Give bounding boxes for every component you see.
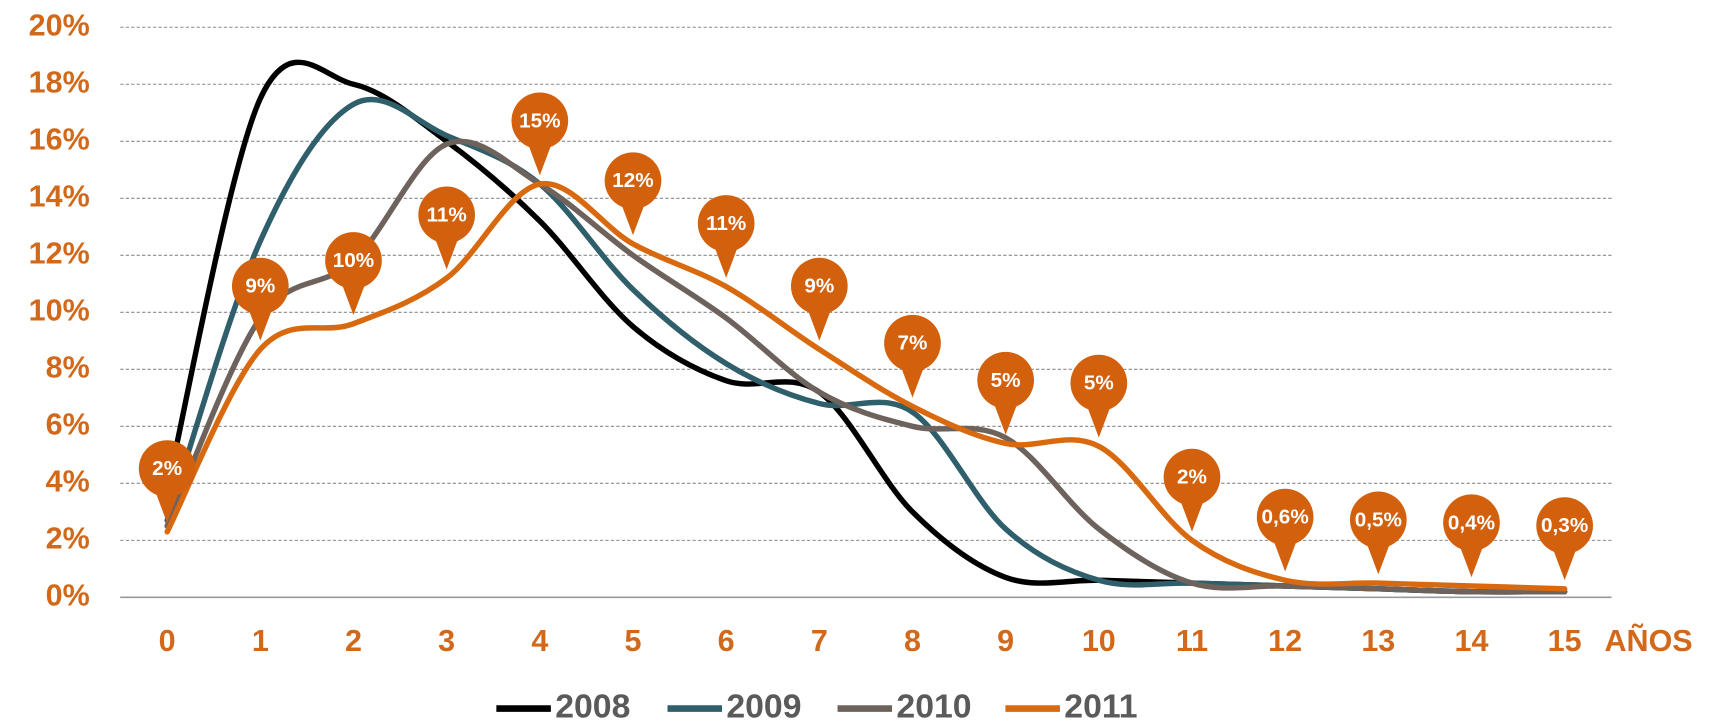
x-tick-label: 14	[1455, 624, 1489, 658]
data-label: 0,4%	[1448, 511, 1495, 534]
data-label-pin: 10%	[325, 232, 382, 315]
data-label-pin: 0,4%	[1443, 494, 1500, 578]
y-tick-label: 12%	[29, 236, 90, 270]
x-axis-label: AÑOS	[1604, 623, 1692, 658]
data-label: 0,3%	[1541, 514, 1588, 537]
x-tick-label: 10	[1082, 624, 1116, 658]
x-tick-label: 0	[159, 624, 176, 658]
data-label: 12%	[612, 169, 653, 192]
pin-shape	[433, 234, 460, 270]
x-tick-label: 7	[811, 624, 828, 658]
data-label: 9%	[245, 275, 275, 298]
pin-shape	[1365, 539, 1392, 575]
data-label-pin: 2%	[138, 440, 196, 524]
data-label-pin: 9%	[231, 257, 289, 341]
y-tick-label: 16%	[29, 122, 90, 156]
pin-shape	[790, 257, 848, 315]
y-tick-label: 14%	[29, 179, 90, 213]
data-label-pin: 5%	[977, 351, 1034, 435]
x-tick-label: 15	[1548, 624, 1582, 658]
pin-shape	[1458, 542, 1485, 578]
pin-shape	[977, 351, 1034, 409]
data-label: 2%	[152, 457, 182, 480]
pin-shape	[1070, 354, 1128, 412]
pin-shape	[899, 362, 926, 398]
data-label-pin: 12%	[604, 152, 662, 236]
pin-shape	[604, 152, 662, 210]
x-tick-label: 3	[438, 624, 455, 658]
data-label: 10%	[333, 249, 374, 272]
y-tick-label: 20%	[29, 8, 90, 42]
pin-shape	[697, 195, 755, 252]
data-label-pin: 0,3%	[1536, 497, 1593, 581]
data-label-pin: 0,5%	[1349, 491, 1407, 575]
data-label: 5%	[991, 369, 1021, 392]
pin-shape	[1163, 448, 1221, 506]
y-tick-label: 4%	[46, 464, 90, 498]
legend-label: 2010	[896, 687, 971, 725]
legend-label: 2008	[555, 687, 630, 725]
x-tick-label: 13	[1361, 624, 1395, 658]
data-label-pin: 9%	[790, 257, 848, 341]
y-tick-label: 8%	[46, 350, 90, 384]
data-label-pin: 0,6%	[1256, 488, 1314, 572]
x-tick-label: 8	[904, 624, 921, 658]
legend-label: 2011	[1064, 687, 1137, 725]
pin-shape	[619, 200, 647, 236]
data-label-pin: 11%	[418, 186, 475, 270]
data-label: 0,5%	[1355, 508, 1402, 531]
pin-shape	[1256, 488, 1314, 546]
x-tick-label: 2	[345, 624, 362, 658]
pin-shape	[511, 92, 569, 150]
x-tick-label: 5	[624, 624, 641, 658]
data-label: 7%	[898, 332, 928, 355]
x-tick-label: 11	[1176, 624, 1208, 658]
data-label: 15%	[519, 109, 560, 132]
pin-shape	[418, 186, 475, 244]
data-label: 2%	[1177, 466, 1207, 489]
legend-label: 2009	[726, 687, 801, 725]
series-line	[164, 180, 1568, 592]
pin-shape	[247, 305, 274, 341]
x-tick-label: 1	[252, 624, 269, 658]
pin-shape	[526, 140, 553, 176]
y-tick-label: 6%	[46, 407, 90, 441]
pin-shape	[231, 257, 289, 315]
pin-shape	[806, 305, 833, 341]
pin-shape	[340, 280, 367, 315]
y-tick-label: 10%	[29, 293, 90, 327]
data-label: 0,6%	[1262, 506, 1309, 529]
pin-shape	[1349, 491, 1407, 549]
x-tick-label: 12	[1268, 624, 1302, 658]
data-label-pin: 7%	[884, 314, 941, 398]
pin-shape	[992, 399, 1019, 435]
pin-shape	[1178, 496, 1206, 532]
y-tick-label: 0%	[46, 578, 90, 612]
data-label-pin: 15%	[511, 92, 569, 176]
data-label-pin: 11%	[697, 195, 755, 278]
data-label: 11%	[706, 212, 746, 235]
x-tick-label: 9	[997, 624, 1014, 658]
pin-shape	[884, 314, 941, 372]
data-label: 11%	[427, 203, 467, 226]
pin-shape	[1085, 402, 1112, 438]
x-tick-label: 4	[531, 624, 548, 658]
pin-shape	[1551, 545, 1578, 581]
pin-shape	[1272, 536, 1299, 572]
data-label-pin: 5%	[1070, 354, 1128, 438]
pin-shape	[138, 440, 196, 497]
pin-shape	[713, 243, 740, 278]
data-label: 5%	[1084, 372, 1114, 395]
pin-shape	[154, 488, 181, 524]
pin-shape	[1443, 494, 1500, 552]
data-label: 9%	[804, 275, 834, 298]
pin-shape	[1536, 497, 1593, 554]
data-label-pin: 2%	[1163, 448, 1221, 532]
pin-shape	[325, 232, 382, 289]
y-tick-label: 2%	[46, 521, 90, 555]
y-tick-label: 18%	[29, 65, 90, 99]
x-tick-label: 6	[718, 624, 735, 658]
